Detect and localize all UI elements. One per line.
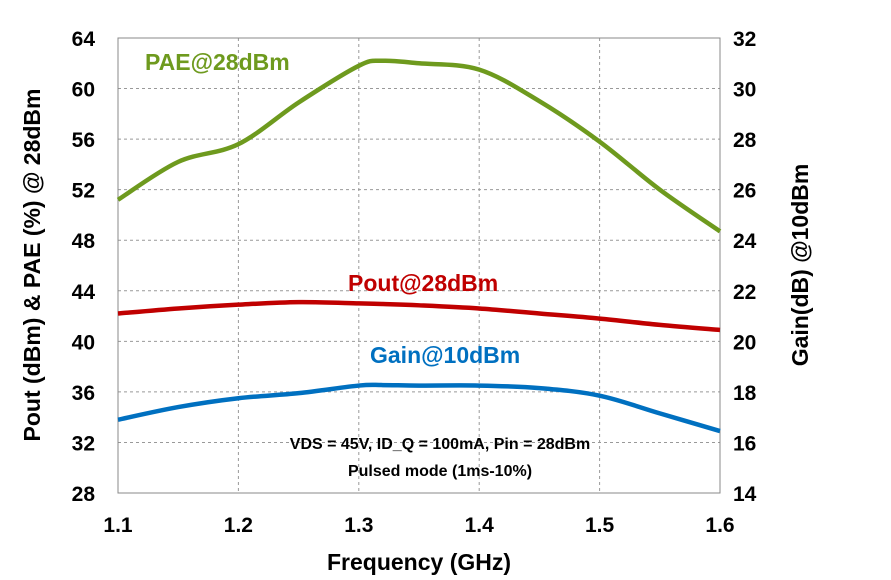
y-right-tick-label: 18 <box>733 382 757 405</box>
annotation-pulsed: Pulsed mode (1ms-10%) <box>348 463 532 480</box>
y-left-tick-label: 56 <box>72 129 95 152</box>
y-right-tick-label: 26 <box>733 180 756 203</box>
series-line-pout <box>117 299 721 333</box>
x-tick-label: 1.5 <box>585 514 615 537</box>
y-left-tick-label: 60 <box>72 79 95 102</box>
x-axis-title: Frequency (GHz) <box>327 549 511 575</box>
y-left-tick-label: 44 <box>72 281 96 304</box>
y-right-tick-label: 14 <box>733 483 757 506</box>
x-tick-label: 1.4 <box>465 514 495 537</box>
y-left-tick-label: 64 <box>72 28 96 51</box>
y-right-tick-label: 30 <box>733 79 756 102</box>
plot-frame <box>117 37 721 494</box>
y-left-tick-label: 48 <box>72 230 96 253</box>
y-left-tick-label: 36 <box>72 382 95 405</box>
series-label-gain: Gain@10dBm <box>370 342 520 368</box>
series-line-gain <box>117 382 721 434</box>
x-tick-label: 1.1 <box>103 514 133 537</box>
x-tick-label: 1.3 <box>344 514 373 537</box>
x-tick-label: 1.6 <box>705 514 734 537</box>
series-label-pout: Pout@28dBm <box>348 270 498 296</box>
annotation-conditions: VDS = 45V, ID_Q = 100mA, Pin = 28dBm <box>290 436 590 453</box>
y-right-tick-label: 22 <box>733 281 756 304</box>
y-axis-right-title: Gain(dB) @10dBm <box>787 164 813 367</box>
y-right-tick-label: 32 <box>733 28 756 51</box>
y-left-tick-label: 52 <box>72 180 95 203</box>
y-right-tick-label: 20 <box>733 331 756 354</box>
y-axis-left-title: Pout (dBm) & PAE (%) @ 28dBm <box>19 89 45 442</box>
y-left-tick-label: 32 <box>72 432 95 455</box>
series-label-pae: PAE@28dBm <box>145 49 290 75</box>
y-left-tick-label: 40 <box>72 331 95 354</box>
grid <box>118 38 720 493</box>
series-line-pae <box>116 58 722 234</box>
y-right-tick-label: 24 <box>733 230 757 253</box>
y-left-tick-label: 28 <box>72 483 96 506</box>
y-right-tick-label: 16 <box>733 432 756 455</box>
x-tick-label: 1.2 <box>224 514 253 537</box>
y-right-tick-label: 28 <box>733 129 757 152</box>
